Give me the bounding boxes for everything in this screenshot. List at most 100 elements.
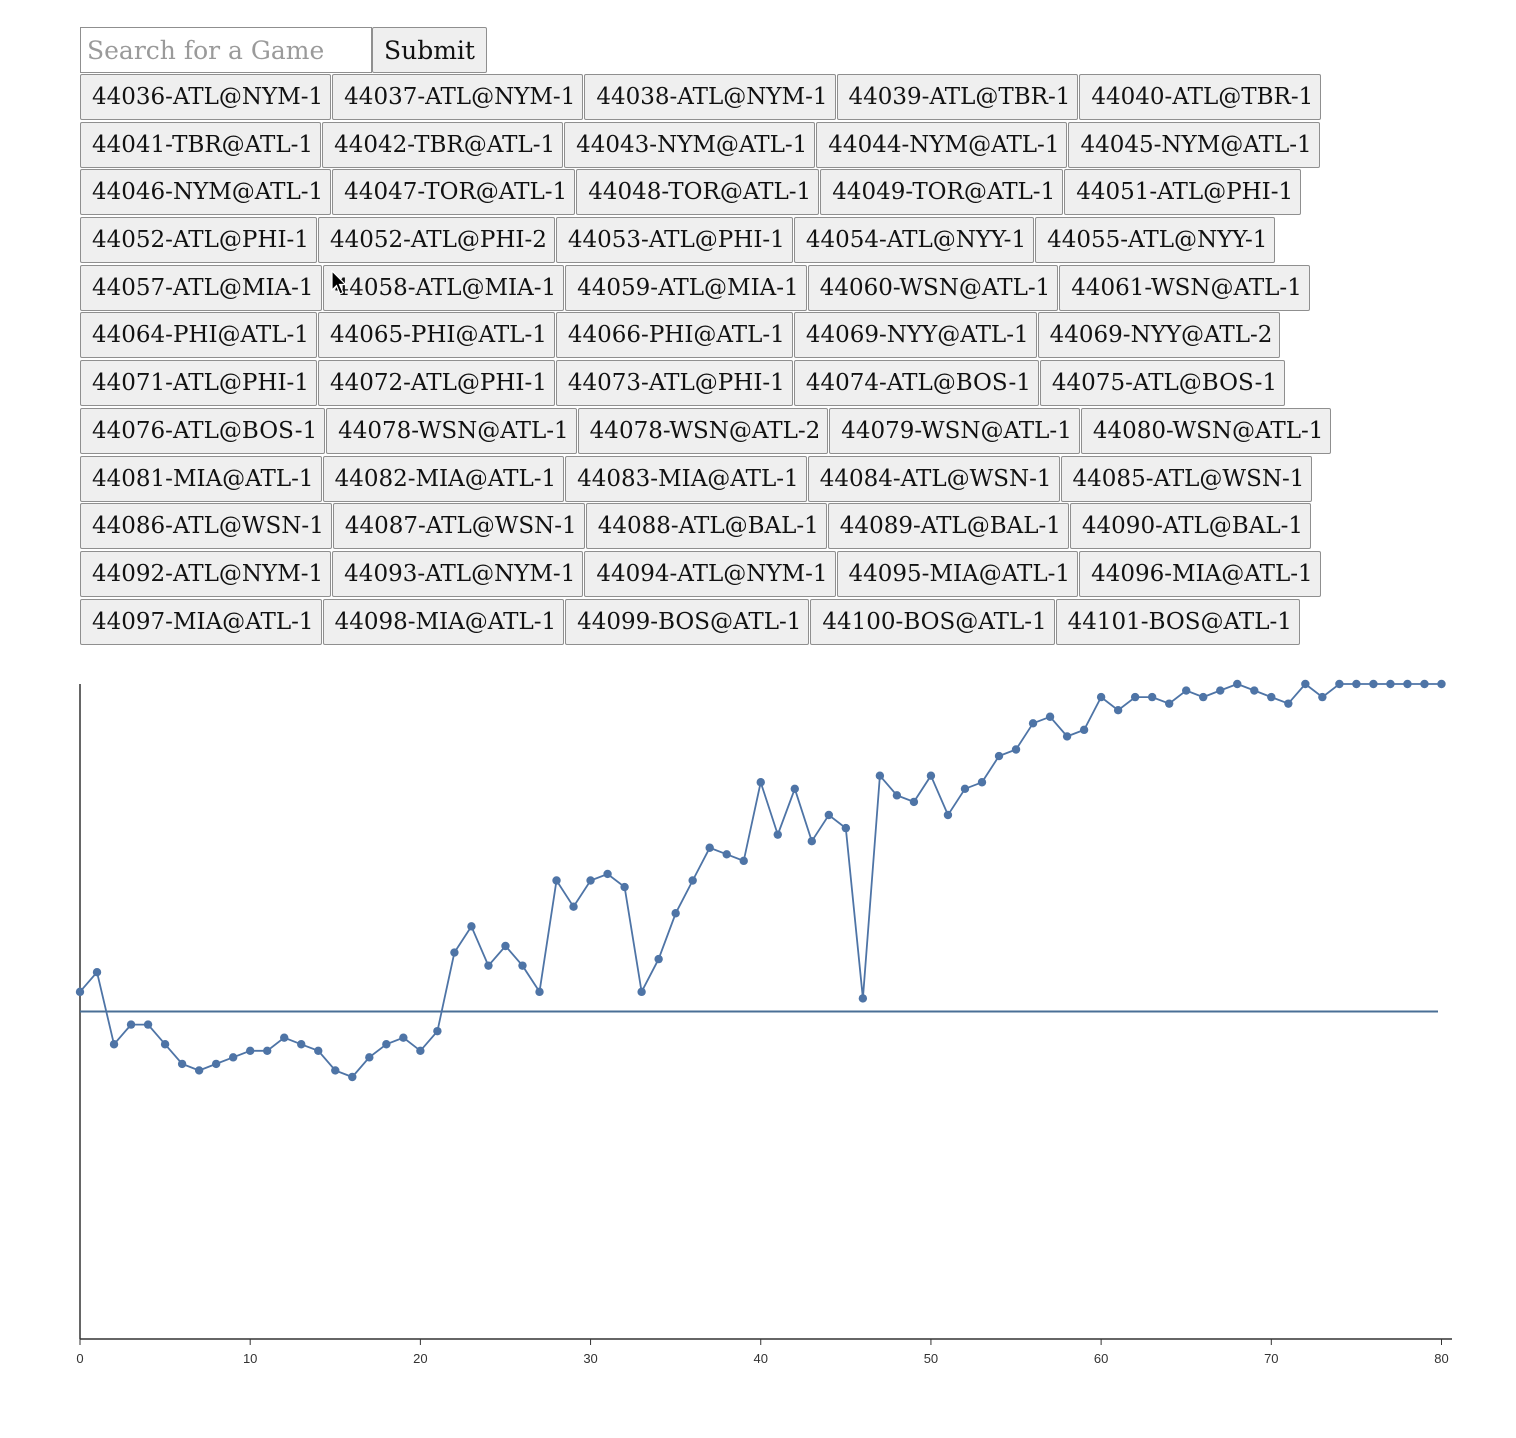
game-button[interactable]: 44086-ATL@WSN-1 <box>80 503 332 550</box>
game-button[interactable]: 44093-ATL@NYM-1 <box>332 550 584 597</box>
series-line <box>79 682 1442 1079</box>
x-tick-label: 80 <box>1434 1351 1448 1366</box>
data-point <box>126 1020 136 1029</box>
game-button[interactable]: 44049-TOR@ATL-1 <box>820 169 1064 216</box>
game-button[interactable]: 44100-BOS@ATL-1 <box>810 598 1055 645</box>
data-point <box>671 909 680 918</box>
game-button[interactable]: 44040-ATL@TBR-1 <box>1079 74 1322 120</box>
game-row: 44092-ATL@NYM-1 44093-ATL@NYM-1 44094-ATL@… <box>80 550 1500 599</box>
data-point <box>960 784 970 793</box>
game-button[interactable]: 44036-ATL@NYM-1 <box>80 74 332 120</box>
game-button[interactable]: 44075-ATL@BOS-1 <box>1039 360 1285 407</box>
game-button[interactable]: 44060-WSN@ATL-1 <box>807 264 1059 311</box>
game-row: 44057-ATL@MIA-1 44058-ATL@MIA-1 44059-ATL@… <box>80 264 1500 313</box>
game-button[interactable]: 44074-ATL@BOS-1 <box>793 360 1039 407</box>
game-button[interactable]: 44071-ATL@PHI-1 <box>80 360 317 407</box>
game-button[interactable]: 44081-MIA@ATL-1 <box>80 455 322 502</box>
game-button[interactable]: 44054-ATL@NYY-1 <box>793 217 1035 264</box>
data-point <box>1437 679 1446 689</box>
game-button[interactable]: 44042-TBR@ATL-1 <box>322 121 564 168</box>
game-button[interactable]: 44051-ATL@PHI-1 <box>1064 169 1302 216</box>
game-button[interactable]: 44069-NYY@ATL-1 <box>793 312 1037 359</box>
data-point <box>501 941 510 951</box>
data-point <box>177 1059 187 1069</box>
data-point <box>756 778 765 787</box>
game-button[interactable]: 44052-ATL@PHI-1 <box>80 217 317 264</box>
x-tick-label: 70 <box>1264 1351 1278 1366</box>
game-button[interactable]: 44099-BOS@ATL-1 <box>565 598 810 645</box>
game-button[interactable]: 44044-NYM@ATL-1 <box>816 121 1068 168</box>
data-point <box>194 1066 204 1075</box>
data-point <box>603 869 612 879</box>
game-button[interactable]: 44078-WSN@ATL-1 <box>326 407 577 454</box>
game-button[interactable]: 44073-ATL@PHI-1 <box>555 360 793 407</box>
search-input[interactable] <box>80 27 372 73</box>
game-button[interactable]: 44059-ATL@MIA-1 <box>565 264 807 311</box>
game-button[interactable]: 44047-TOR@ATL-1 <box>332 169 576 216</box>
game-button[interactable]: 44082-MIA@ATL-1 <box>322 455 565 502</box>
game-button[interactable]: 44078-WSN@ATL-2 <box>577 407 829 454</box>
data-point <box>1318 692 1327 702</box>
game-button[interactable]: 44079-WSN@ATL-1 <box>829 407 1080 454</box>
data-point <box>892 791 902 800</box>
game-button[interactable]: 44061-WSN@ATL-1 <box>1059 264 1310 311</box>
game-button[interactable]: 44053-ATL@PHI-1 <box>555 217 793 264</box>
game-button[interactable]: 44039-ATL@TBR-1 <box>836 74 1079 120</box>
game-button[interactable]: 44055-ATL@NYY-1 <box>1035 217 1276 264</box>
game-button[interactable]: 44048-TOR@ATL-1 <box>576 169 820 216</box>
data-point <box>467 922 476 931</box>
game-button[interactable]: 44052-ATL@PHI-2 <box>317 217 555 264</box>
game-button[interactable]: 44065-PHI@ATL-1 <box>317 312 555 359</box>
game-button[interactable]: 44043-NYM@ATL-1 <box>564 121 816 168</box>
game-button[interactable]: 44090-ATL@BAL-1 <box>1069 503 1312 550</box>
game-button[interactable]: 44084-ATL@WSN-1 <box>807 455 1060 502</box>
game-button[interactable]: 44094-ATL@NYM-1 <box>584 550 836 597</box>
submit-button[interactable]: Submit <box>372 27 487 73</box>
game-button[interactable]: 44041-TBR@ATL-1 <box>80 121 322 168</box>
data-point <box>1096 692 1106 702</box>
game-button[interactable]: 44095-MIA@ATL-1 <box>836 550 1079 597</box>
data-point <box>160 1040 170 1049</box>
game-button[interactable]: 44076-ATL@BOS-1 <box>80 407 326 454</box>
game-button[interactable]: 44072-ATL@PHI-1 <box>317 360 555 407</box>
data-point <box>688 876 697 885</box>
game-button[interactable]: 44046-NYM@ATL-1 <box>80 169 332 216</box>
game-button[interactable]: 44096-MIA@ATL-1 <box>1079 550 1321 597</box>
game-button[interactable]: 44064-PHI@ATL-1 <box>80 312 317 359</box>
data-point <box>1199 692 1208 702</box>
game-button[interactable]: 44088-ATL@BAL-1 <box>585 503 827 550</box>
game-list: 44036-ATL@NYM-1 44037-ATL@NYM-1 44038-ATL@… <box>80 74 1500 646</box>
game-button[interactable]: 44066-PHI@ATL-1 <box>555 312 793 359</box>
game-button[interactable]: 44101-BOS@ATL-1 <box>1055 598 1300 645</box>
game-button[interactable]: 44069-NYY@ATL-2 <box>1037 312 1281 359</box>
game-row: 44041-TBR@ATL-1 44042-TBR@ATL-1 44043-NYM@… <box>80 121 1500 170</box>
game-button[interactable]: 44045-NYM@ATL-1 <box>1068 121 1320 168</box>
game-button[interactable]: 44097-MIA@ATL-1 <box>80 598 322 645</box>
data-point <box>654 954 663 964</box>
data-point <box>807 837 817 846</box>
data-point <box>1420 679 1429 689</box>
game-button[interactable]: 44089-ATL@BAL-1 <box>827 503 1069 550</box>
game-button[interactable]: 44038-ATL@NYM-1 <box>584 74 836 120</box>
game-button[interactable]: 44037-ATL@NYM-1 <box>332 74 584 120</box>
data-point <box>773 830 782 839</box>
data-point <box>314 1046 323 1056</box>
data-point <box>926 771 936 780</box>
game-button[interactable]: 44058-ATL@MIA-1 <box>322 264 565 311</box>
data-point <box>586 876 595 885</box>
data-point <box>245 1046 255 1056</box>
game-button[interactable]: 44098-MIA@ATL-1 <box>322 598 565 645</box>
data-point <box>75 987 85 997</box>
game-button[interactable]: 44057-ATL@MIA-1 <box>80 264 322 311</box>
game-button[interactable]: 44083-MIA@ATL-1 <box>565 455 807 502</box>
game-button[interactable]: 44085-ATL@WSN-1 <box>1060 455 1313 502</box>
game-button[interactable]: 44087-ATL@WSN-1 <box>332 503 585 550</box>
data-point <box>450 948 459 957</box>
data-point <box>1386 679 1395 689</box>
game-button[interactable]: 44092-ATL@NYM-1 <box>80 550 332 597</box>
data-point <box>518 961 527 970</box>
data-point <box>790 784 799 793</box>
game-button[interactable]: 44080-WSN@ATL-1 <box>1080 407 1332 454</box>
game-row: 44097-MIA@ATL-1 44098-MIA@ATL-1 44099-BOS@… <box>80 598 1500 647</box>
